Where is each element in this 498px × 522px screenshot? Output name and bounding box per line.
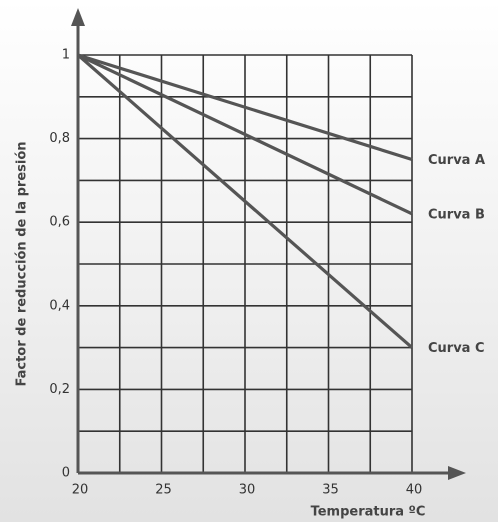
- series-label: Curva B: [428, 207, 485, 222]
- chart: Factor de reducción de la presión Temper…: [0, 0, 498, 522]
- x-tick-label: 30: [239, 483, 256, 498]
- background: [0, 0, 498, 522]
- y-axis-title: Factor de reducción de la presión: [15, 141, 30, 386]
- y-tick-label: 0,6: [49, 215, 70, 230]
- x-axis-title: Temperatura ºC: [311, 505, 426, 520]
- x-tick-label: 35: [322, 483, 339, 498]
- y-tick-label: 0,2: [49, 382, 70, 397]
- y-tick-label: 1: [62, 48, 70, 63]
- y-tick-label: 0: [62, 466, 70, 481]
- x-tick-label: 25: [155, 483, 172, 498]
- y-tick-label: 0,4: [49, 298, 70, 313]
- y-tick-label: 0,8: [49, 131, 70, 146]
- x-tick-label: 40: [406, 483, 423, 498]
- series-label: Curva C: [428, 341, 485, 356]
- series-label: Curva A: [428, 153, 485, 168]
- x-tick-label: 20: [72, 483, 89, 498]
